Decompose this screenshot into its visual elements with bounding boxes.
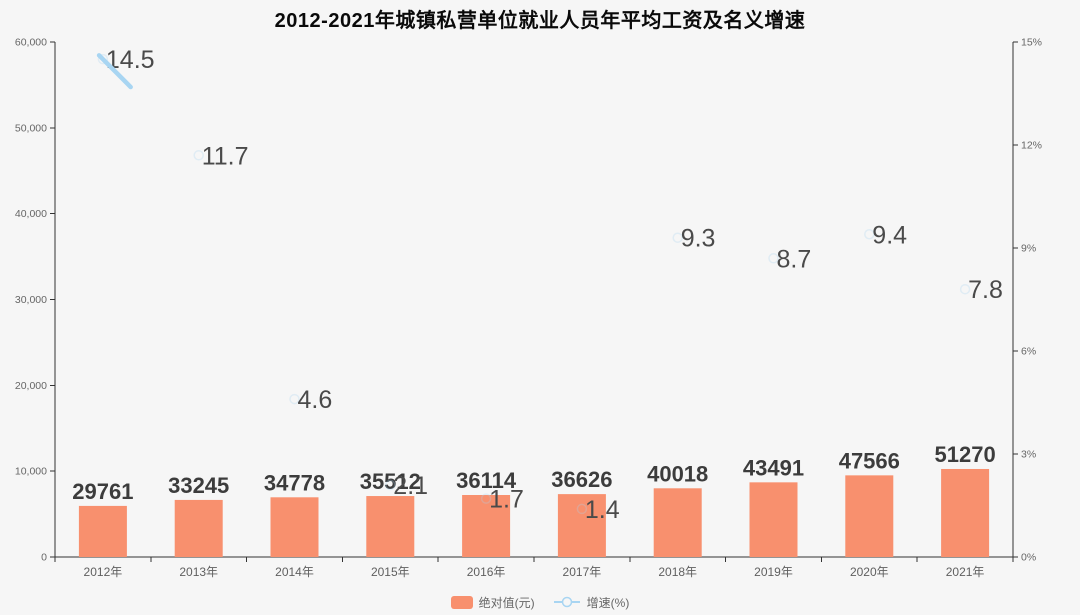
y-left-tick-label: 10,000 bbox=[15, 466, 47, 478]
growth-rate-label-2021: 7.8 bbox=[968, 276, 1003, 304]
bar-2014[interactable] bbox=[270, 497, 319, 557]
bar-2019[interactable] bbox=[749, 482, 798, 557]
bar-2013[interactable] bbox=[174, 499, 223, 557]
legend-item-line-series[interactable]: 增速(%) bbox=[553, 594, 630, 611]
bar-value-label-2012: 29761 bbox=[72, 479, 133, 504]
bar-2020[interactable] bbox=[845, 475, 894, 557]
growth-rate-label-2019: 8.7 bbox=[777, 245, 812, 273]
y-left-tick-label: 20,000 bbox=[15, 380, 47, 392]
bar-2018[interactable] bbox=[653, 488, 702, 557]
bar-2016[interactable] bbox=[462, 495, 511, 557]
growth-rate-label-2013: 11.7 bbox=[202, 142, 249, 170]
x-axis-label-2012: 2012年 bbox=[84, 565, 123, 579]
y-right-tick-label: 12% bbox=[1021, 140, 1042, 152]
y-right-tick-label: 9% bbox=[1021, 243, 1036, 255]
bar-series-swatch-icon bbox=[450, 595, 473, 609]
y-right-tick-label: 6% bbox=[1021, 346, 1036, 358]
legend-item-bar-series[interactable]: 绝对值(元) bbox=[450, 594, 535, 611]
bar-value-label-2017: 36626 bbox=[551, 467, 612, 492]
growth-line-segment bbox=[96, 53, 133, 90]
x-axis-label-2014: 2014年 bbox=[275, 565, 314, 579]
bar-value-label-2015: 35512 bbox=[360, 469, 421, 494]
x-axis-label-2015: 2015年 bbox=[371, 565, 410, 579]
x-axis-label-2020: 2020年 bbox=[850, 565, 889, 579]
growth-rate-label-2018: 9.3 bbox=[681, 225, 716, 253]
x-axis-label-2017: 2017年 bbox=[563, 565, 602, 579]
bar-value-label-2021: 51270 bbox=[935, 442, 996, 467]
x-axis-label-2018: 2018年 bbox=[658, 565, 697, 579]
growth-line-marker-2017 bbox=[576, 503, 588, 515]
growth-line-marker-2013 bbox=[193, 150, 204, 161]
growth-rate-label-2017: 1.4 bbox=[585, 496, 620, 524]
y-left-tick-label: 0 bbox=[41, 552, 47, 564]
bar-value-label-2020: 47566 bbox=[839, 448, 900, 473]
y-left-tick-label: 60,000 bbox=[15, 37, 47, 49]
bar-value-label-2016: 36114 bbox=[456, 468, 517, 493]
growth-line-marker-2020 bbox=[864, 229, 875, 240]
growth-line-marker-2018 bbox=[672, 232, 683, 243]
growth-line-marker-2021 bbox=[959, 283, 971, 295]
growth-line-marker-2016 bbox=[480, 493, 492, 504]
x-axis-label-2019: 2019年 bbox=[754, 565, 793, 579]
growth-line-marker-2014 bbox=[289, 393, 300, 405]
growth-line-marker-2012 bbox=[97, 53, 109, 65]
bar-2021[interactable] bbox=[941, 468, 990, 557]
y-right-tick-label: 15% bbox=[1021, 37, 1042, 49]
growth-line-marker-2019 bbox=[768, 253, 779, 264]
bar-value-label-2018: 40018 bbox=[647, 461, 708, 486]
y-left-tick-label: 40,000 bbox=[15, 208, 47, 220]
bar-2017[interactable] bbox=[557, 494, 606, 557]
x-axis-label-2021: 2021年 bbox=[946, 565, 985, 579]
x-axis-label-2013: 2013年 bbox=[179, 565, 218, 579]
legend: 绝对值(元) 增速(%) bbox=[0, 590, 1080, 614]
bar-2015[interactable] bbox=[366, 496, 415, 557]
bar-value-label-2014: 34778 bbox=[264, 470, 325, 495]
line-series-swatch-icon bbox=[553, 596, 580, 608]
growth-rate-label-2016: 1.7 bbox=[489, 486, 524, 514]
growth-rate-label-2020: 9.4 bbox=[872, 221, 907, 249]
chart-title: 2012-2021年城镇私营单位就业人员年平均工资及名义增速 bbox=[274, 10, 806, 32]
y-right-tick-label: 3% bbox=[1021, 449, 1036, 461]
growth-rate-label-2014: 4.6 bbox=[298, 386, 333, 414]
bar-value-label-2013: 33245 bbox=[168, 473, 229, 498]
growth-line-marker-2015 bbox=[385, 479, 396, 491]
x-axis-label-2016: 2016年 bbox=[467, 565, 506, 579]
y-right-tick-label: 0% bbox=[1021, 552, 1036, 564]
bar-value-label-2019: 43491 bbox=[743, 455, 804, 480]
y-left-tick-label: 50,000 bbox=[15, 122, 47, 134]
legend-label-bar-series: 绝对值(元) bbox=[478, 595, 535, 610]
bar-2012[interactable] bbox=[78, 505, 127, 557]
legend-label-line-series: 增速(%) bbox=[586, 595, 630, 610]
y-left-tick-label: 30,000 bbox=[15, 294, 47, 306]
growth-rate-label-2015: 2.1 bbox=[393, 472, 428, 500]
